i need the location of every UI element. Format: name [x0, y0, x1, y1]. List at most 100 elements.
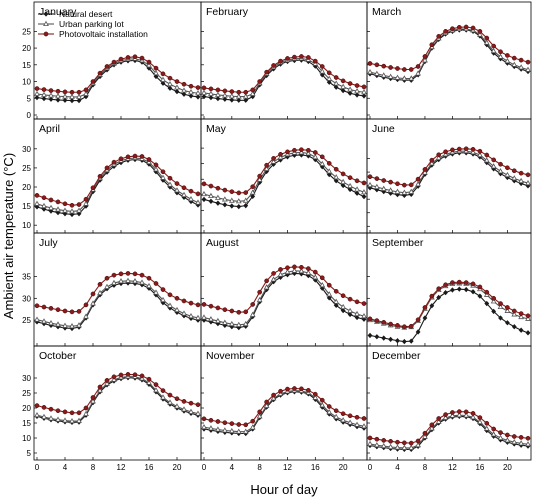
x-tick-label: 16: [475, 463, 484, 472]
data-point: [373, 441, 380, 448]
data-point: [374, 62, 380, 68]
data-point: [340, 293, 346, 299]
legend-marker: [43, 20, 49, 26]
panel-september: September: [366, 232, 532, 347]
data-point: [312, 58, 318, 64]
series-urban-parking-lot: [34, 154, 201, 214]
data-point: [181, 399, 187, 404]
data-point: [181, 406, 187, 412]
data-point: [69, 208, 75, 214]
data-point: [236, 203, 242, 210]
data-point: [174, 187, 180, 193]
data-point: [167, 80, 173, 87]
data-point: [484, 35, 490, 41]
y-tick-label: 15: [22, 419, 31, 428]
data-point: [118, 156, 124, 162]
data-point: [48, 406, 54, 412]
data-point: [449, 412, 456, 418]
data-point: [504, 437, 511, 443]
data-point: [97, 70, 103, 76]
data-point: [195, 90, 201, 96]
data-point: [243, 309, 249, 315]
data-point: [41, 195, 47, 201]
data-point: [525, 66, 531, 72]
data-point: [208, 86, 214, 92]
data-point: [401, 440, 407, 446]
data-point: [111, 59, 117, 65]
data-point: [34, 94, 40, 101]
data-point: [277, 271, 284, 277]
data-point: [90, 398, 96, 404]
data-point: [90, 79, 96, 84]
data-point: [125, 372, 131, 377]
data-point: [361, 89, 367, 95]
legend-entry: Urban parking lot: [38, 19, 124, 29]
data-point: [195, 314, 201, 320]
data-point: [48, 197, 54, 203]
data-point: [285, 56, 290, 61]
data-point: [326, 404, 332, 409]
data-point: [208, 316, 214, 322]
data-point: [34, 193, 40, 198]
y-tick-label: 5: [27, 449, 32, 458]
data-point: [139, 154, 145, 159]
data-point: [48, 92, 54, 98]
panel-march: March: [366, 1, 532, 120]
data-point: [153, 162, 159, 168]
data-point: [153, 387, 159, 393]
data-point: [160, 394, 166, 400]
data-point: [367, 435, 373, 441]
legend-marker: [43, 31, 49, 37]
series-urban-parking-lot: [201, 149, 367, 204]
data-point: [201, 416, 207, 422]
data-point: [436, 286, 442, 292]
data-point: [380, 442, 387, 449]
data-point: [408, 444, 415, 450]
data-point: [450, 280, 455, 285]
data-point: [243, 97, 249, 103]
data-point: [83, 410, 89, 416]
data-point: [257, 79, 263, 84]
data-point: [132, 54, 138, 60]
data-point: [498, 430, 503, 435]
data-point: [491, 43, 497, 49]
data-point: [125, 277, 131, 283]
data-point: [443, 289, 448, 296]
series-photovoltaic-installation: [367, 279, 531, 330]
series-photovoltaic-installation: [34, 271, 201, 315]
data-point: [347, 175, 353, 181]
data-point: [271, 271, 276, 276]
data-point: [278, 151, 283, 157]
data-point: [401, 75, 408, 81]
data-point: [174, 88, 180, 95]
data-point: [381, 319, 387, 325]
data-point: [201, 89, 207, 95]
data-point: [422, 315, 428, 321]
data-point: [491, 308, 497, 315]
data-point: [511, 311, 518, 317]
panel-title: November: [206, 350, 255, 362]
data-point: [422, 54, 428, 59]
data-point: [428, 425, 435, 431]
data-point: [354, 178, 360, 184]
data-point: [490, 298, 497, 304]
y-tick-label: 35: [22, 272, 31, 281]
x-tick-label: 16: [145, 463, 154, 472]
data-point: [55, 199, 61, 205]
data-point: [76, 93, 82, 99]
data-point: [347, 81, 353, 86]
data-point: [415, 438, 421, 444]
data-point: [367, 440, 373, 446]
data-point: [264, 278, 269, 284]
data-point: [62, 308, 68, 314]
data-point: [41, 202, 47, 209]
data-point: [415, 441, 421, 448]
data-point: [118, 278, 124, 284]
data-point: [195, 191, 201, 197]
data-point: [505, 53, 510, 58]
data-point: [188, 188, 194, 194]
panel-february: February: [200, 1, 368, 120]
data-point: [125, 154, 131, 160]
data-point: [305, 55, 311, 60]
